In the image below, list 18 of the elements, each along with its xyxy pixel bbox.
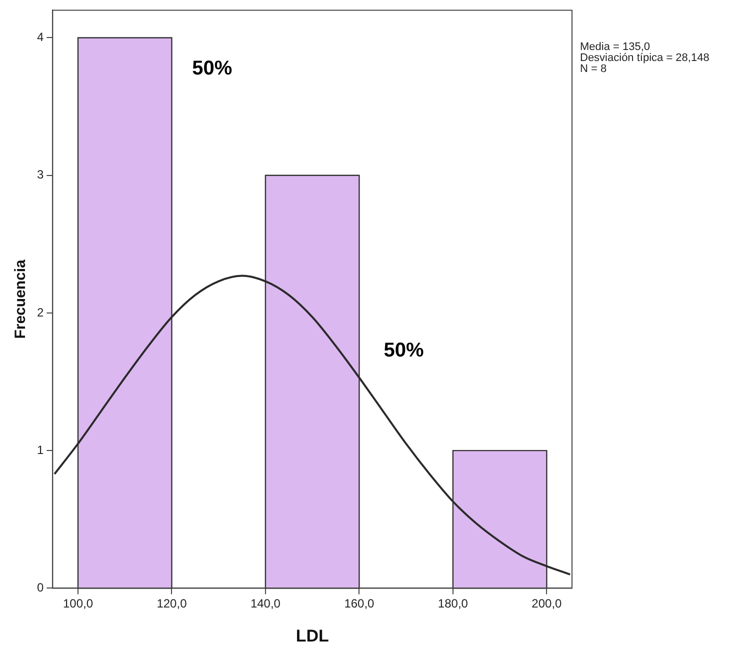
x-tick-label: 200,0 <box>532 596 562 611</box>
y-tick-label: 1 <box>36 442 44 457</box>
y-tick-label: 3 <box>36 168 44 182</box>
y-tick-label: 2 <box>36 305 44 320</box>
annotation: 50% <box>192 58 232 80</box>
text: Media = 135,0 <box>580 41 650 54</box>
x-tick-label: 160,0 <box>344 596 375 611</box>
text: Desviación típica = 28,148 <box>580 52 710 64</box>
x-tick-label: 180,0 <box>438 596 468 611</box>
y-tick-label: 0 <box>36 580 44 595</box>
x-tick-label: 100,0 <box>62 596 94 611</box>
annotation: 50% <box>384 340 424 362</box>
text: N = 8 <box>580 63 607 76</box>
x-tick-label: 120,0 <box>156 596 188 611</box>
y-tick-label: 4 <box>36 30 44 44</box>
x-tick-label: 140,0 <box>250 596 281 611</box>
y-axis-title: Frecuencia <box>12 258 30 339</box>
x-axis-title: LDL <box>296 626 329 646</box>
